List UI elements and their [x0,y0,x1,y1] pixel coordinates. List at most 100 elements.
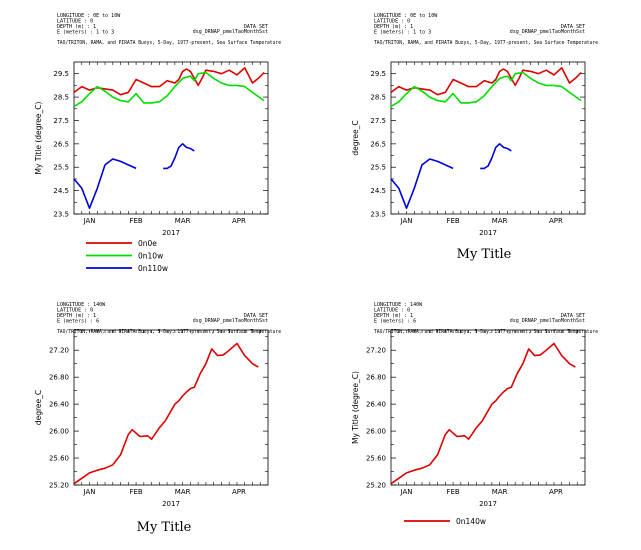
legend-label: 0n10w [138,252,163,261]
y-tick-label: 25.60 [49,455,69,463]
y-tick-label: 28.5 [53,94,69,102]
x-tick-label: MAR [175,217,191,225]
x-tick-label: APR [232,488,246,496]
legend-label: 0n140w [456,517,486,526]
header-longitude: LONGITUDE : 0E to 10W [374,13,438,19]
series-line-data [73,342,259,485]
header-latitude: LATITUDE : 0 [57,308,93,314]
plot-frame [73,61,269,215]
y-tick-label: 24.5 [53,187,69,195]
chart-title: My Title [457,247,512,262]
header-e-meters: E (meters) : 6 [374,319,416,325]
x-axis-label: 2017 [479,229,497,237]
header-e-meters: E (meters) : 1 to 3 [374,30,431,36]
header-dataset-label: DATA SET [561,24,585,30]
y-axis-label: My Title (degree_C) [351,371,360,444]
header-latitude: LATITUDE : 0 [374,19,410,25]
header-longitude: LONGITUDE : 140W [57,302,106,308]
x-axis-label: 2017 [479,500,497,508]
series-line-0n110w [480,143,512,170]
header-depth: DEPTH (m) : 1 [374,313,413,319]
header-description: TAO/TRITON, RAMA, and PIRATA Buoys, 5-Da… [374,329,598,335]
x-tick-label: MAR [492,488,508,496]
series-line-0n0e [390,67,582,96]
header-latitude: LATITUDE : 0 [57,19,93,25]
legend-label: 0n0e [138,239,157,248]
x-tick-label: JAN [83,488,96,496]
y-tick-label: 24.5 [370,187,386,195]
x-tick-label: FEB [129,488,142,496]
y-tick-label: 25.5 [370,164,386,172]
y-tick-label: 26.5 [370,140,386,148]
y-tick-label: 25.60 [366,455,386,463]
header-dataset-name: dsg_DRNAP_pmelTaoMonthSst [193,318,268,324]
x-tick-label: APR [549,488,563,496]
x-tick-label: JAN [400,217,413,225]
y-axis-label: degree_C [34,390,43,425]
x-tick-label: FEB [129,217,142,225]
chart-title: My Title [137,520,192,535]
y-tick-label: 29.5 [370,70,386,78]
y-tick-label: 23.5 [370,211,386,219]
header-dataset-name: dsg_DRNAP_pmelTaoMonthSst [193,29,268,35]
y-tick-label: 25.20 [366,482,386,490]
y-tick-label: 27.5 [370,117,386,125]
header-depth: DEPTH (m) : 1 [57,313,96,319]
series-line-0n140w [390,342,576,485]
header-depth: DEPTH (m) : 1 [374,24,413,30]
series-line-0n110w [73,158,137,209]
y-tick-label: 26.80 [366,374,386,382]
plot-frame [73,329,269,486]
x-tick-label: MAR [492,217,508,225]
header-description: TAO/TRITON, RAMA, and PIRATA Buoys, 5-Da… [57,329,281,335]
header-longitude: LONGITUDE : 140W [374,302,423,308]
x-tick-label: APR [549,217,563,225]
y-tick-label: 23.5 [53,211,69,219]
y-tick-label: 25.5 [53,164,69,172]
x-tick-label: FEB [446,217,459,225]
x-tick-label: FEB [446,488,459,496]
header-dataset-name: dsg_DRNAP_pmelTaoMonthSst [510,29,585,35]
y-tick-label: 26.40 [49,401,69,409]
plot-frame [390,329,586,486]
y-axis-label: My Title (degree_C) [34,101,43,174]
series-line-0n10w [73,71,265,108]
y-tick-label: 26.40 [366,401,386,409]
x-tick-label: MAR [175,488,191,496]
y-tick-label: 26.00 [49,428,69,436]
x-axis-label: 2017 [162,500,180,508]
y-tick-label: 27.5 [53,117,69,125]
header-dataset-label: DATA SET [244,24,268,30]
x-axis-label: 2017 [162,229,180,237]
header-dataset-label: DATA SET [244,313,268,319]
x-tick-label: APR [232,217,246,225]
y-tick-label: 29.5 [53,70,69,78]
series-line-0n10w [390,71,582,108]
y-tick-label: 25.20 [49,482,69,490]
x-tick-label: JAN [400,488,413,496]
header-latitude: LATITUDE : 0 [374,308,410,314]
y-tick-label: 28.5 [370,94,386,102]
x-tick-label: JAN [83,217,96,225]
header-description: TAO/TRITON, RAMA, and PIRATA Buoys, 5-Da… [57,40,281,46]
header-depth: DEPTH (m) : 1 [57,24,96,30]
y-tick-label: 26.00 [366,428,386,436]
header-e-meters: E (meters) : 6 [57,319,99,325]
header-dataset-name: dsg_DRNAP_pmelTaoMonthSst [510,318,585,324]
header-longitude: LONGITUDE : 0E to 10W [57,13,121,19]
y-tick-label: 27.20 [49,347,69,355]
y-tick-label: 26.5 [53,140,69,148]
y-tick-label: 27.20 [366,347,386,355]
header-e-meters: E (meters) : 1 to 3 [57,30,114,36]
y-axis-label: degree_C [351,120,360,155]
series-line-0n110w [163,143,195,170]
plot-frame [390,61,586,215]
series-line-0n0e [73,67,265,96]
header-dataset-label: DATA SET [561,313,585,319]
legend-label: 0n110w [138,264,168,273]
